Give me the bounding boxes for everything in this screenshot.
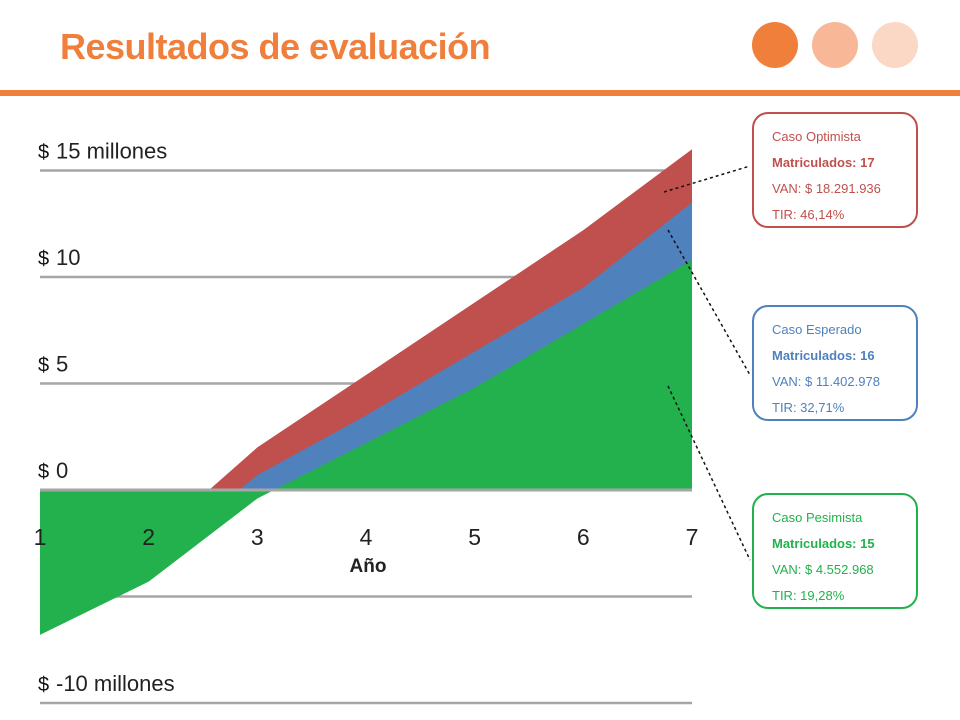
y-tick-labels: $15 millones $ 10 $ 5 $ 0 $ -10 millones (38, 139, 175, 697)
case-tir: TIR: 19,28% (772, 588, 845, 603)
leader-line (663, 165, 751, 193)
x-tick-label: 2 (142, 524, 155, 550)
y-tick-label: 10 (56, 245, 80, 270)
y-tick-label: -10 millones (56, 671, 175, 696)
title-underline (0, 90, 960, 96)
case-van: VAN: $ 4.552.968 (772, 562, 874, 577)
y-tick-currency: $ (38, 674, 49, 696)
case-title: Caso Pesimista (772, 510, 863, 525)
x-tick-label: 6 (577, 524, 590, 550)
x-tick-label: 3 (251, 524, 264, 550)
case-enrolled: Matriculados: 17 (772, 155, 875, 170)
case-tir: TIR: 46,14% (772, 207, 845, 222)
case-tir: TIR: 32,71% (772, 400, 845, 415)
decor-dot-3 (872, 22, 918, 68)
area-pesimista (40, 259, 692, 635)
x-tick-label: 5 (468, 524, 481, 550)
x-tick-label: 4 (360, 524, 373, 550)
x-axis-label: Año (350, 556, 387, 577)
case-box-esperado: Caso Esperado Matriculados: 16 VAN: $ 11… (752, 305, 918, 421)
y-tick-label: 15 millones (56, 139, 167, 164)
case-title: Caso Optimista (772, 129, 861, 144)
y-tick-currency: $ (38, 355, 49, 377)
case-title: Caso Esperado (772, 322, 862, 337)
decor-dot-1 (752, 22, 798, 68)
y-tick-currency: $ (38, 248, 49, 270)
chart-areas (40, 149, 692, 635)
case-van: VAN: $ 11.402.978 (772, 374, 880, 389)
x-tick-labels: 1 2 3 4 5 6 7 (34, 524, 699, 550)
y-tick-label: 0 (56, 458, 68, 483)
y-tick-currency: $ (38, 461, 49, 483)
decor-dot-2 (812, 22, 858, 68)
callout-leader-lines (663, 165, 751, 561)
area-optimista (40, 149, 692, 618)
case-enrolled: Matriculados: 16 (772, 348, 875, 363)
y-tick-label: 5 (56, 352, 68, 377)
leader-line (667, 229, 751, 376)
leader-line (667, 385, 751, 561)
case-box-pesimista: Caso Pesimista Matriculados: 15 VAN: $ 4… (752, 493, 918, 609)
case-box-optimista: Caso Optimista Matriculados: 17 VAN: $ 1… (752, 112, 918, 228)
case-van: VAN: $ 18.291.936 (772, 181, 881, 196)
x-tick-label: 1 (34, 524, 47, 550)
case-enrolled: Matriculados: 15 (772, 536, 875, 551)
page-title: Resultados de evaluación (60, 26, 491, 67)
y-tick-currency: $ (38, 142, 49, 164)
x-tick-label: 7 (686, 524, 699, 550)
